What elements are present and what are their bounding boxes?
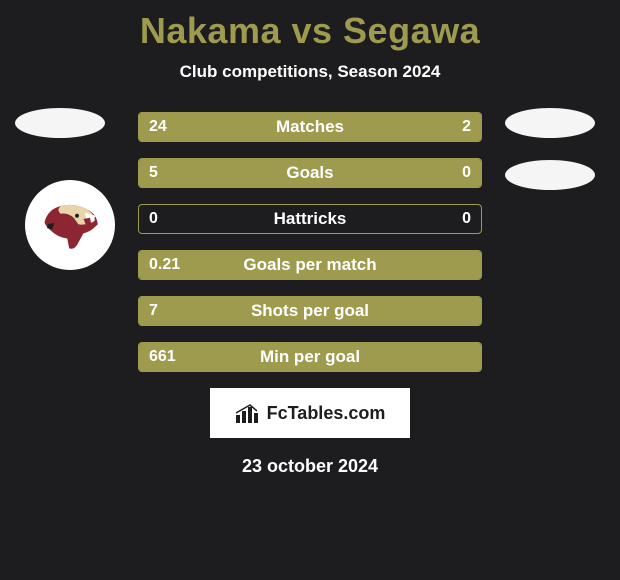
stats-area: Matches242Goals50Hattricks00Goals per ma… [0,112,620,372]
stat-bar-value-left: 5 [149,159,158,187]
stat-bar-value-left: 0 [149,205,158,233]
coyote-logo-icon [38,193,103,258]
stat-bar-row: Goals per match0.21 [138,250,482,280]
team-logo-left [25,180,115,270]
stat-bar-label: Goals per match [139,251,481,279]
stat-bar-label: Goals [139,159,481,187]
stat-bar-row: Shots per goal7 [138,296,482,326]
stat-bar-value-right: 2 [462,113,471,141]
stat-bar-label: Shots per goal [139,297,481,325]
team-badge-right-placeholder-1 [505,108,595,138]
brand-badge[interactable]: FcTables.com [210,388,410,438]
stat-bar-row: Hattricks0 0 [138,204,482,234]
stat-bar-row: Min per goal661 [138,342,482,372]
bars-chart-icon [235,403,263,423]
vs-separator: vs [291,10,332,51]
stat-bars-container: Matches242Goals50Hattricks00Goals per ma… [138,112,482,372]
player-b-name: Segawa [343,10,480,51]
team-badge-right-placeholder-2 [505,160,595,190]
stat-bar-label: Min per goal [139,343,481,371]
player-a-name: Nakama [140,10,281,51]
stat-bar-value-left: 24 [149,113,167,141]
stat-bar-value-left: 661 [149,343,176,371]
stat-bar-value-right: 0 [462,205,471,233]
stat-bar-row: Goals5 0 [138,158,482,188]
date-label: 23 october 2024 [0,456,620,477]
page-title: Nakama vs Segawa [0,0,620,52]
team-badge-left-placeholder [15,108,105,138]
subtitle: Club competitions, Season 2024 [0,62,620,82]
stat-bar-value-left: 0.21 [149,251,180,279]
brand-text: FcTables.com [267,403,386,424]
stat-bar-value-right: 0 [462,159,471,187]
stat-bar-value-left: 7 [149,297,158,325]
stat-bar-label: Hattricks [139,205,481,233]
stat-bar-row: Matches24 2 [138,112,482,142]
stat-bar-label: Matches [139,113,481,141]
